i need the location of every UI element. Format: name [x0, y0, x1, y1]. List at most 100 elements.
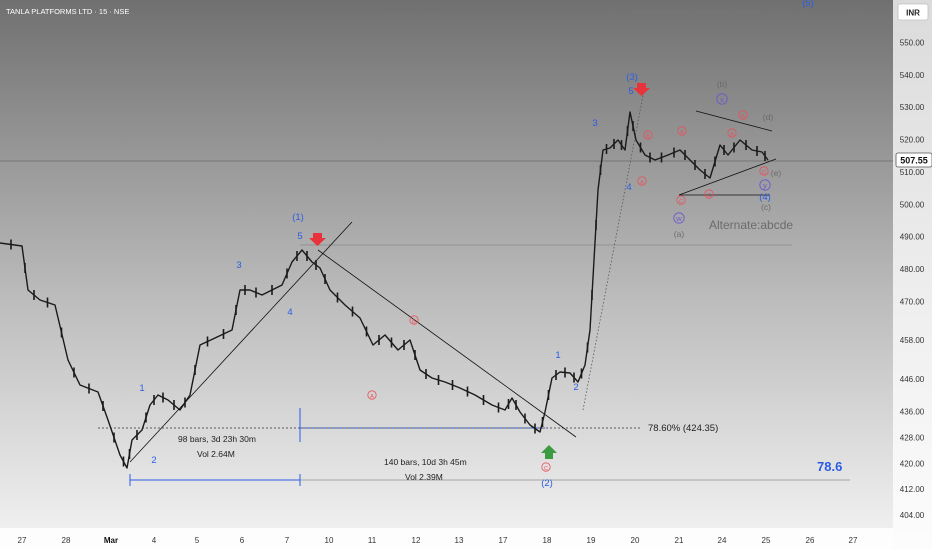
trendline-falling — [317, 249, 577, 438]
y-tick-label: 470.00 — [900, 297, 925, 306]
circled-wave-label: y — [763, 181, 767, 190]
wave-label: 4 — [626, 182, 631, 193]
chart-title: TANLA PLATFORMS LTD · 15 · NSE — [6, 7, 129, 16]
triangle-lower-line — [678, 158, 777, 196]
sub-wave-label: B — [412, 319, 416, 325]
wave-label: 3 — [236, 260, 241, 271]
last-price-tag: 507.55 — [895, 152, 932, 168]
x-tick-label: 27 — [18, 536, 27, 545]
x-tick-label: 25 — [762, 536, 771, 545]
wave-label: 5 — [628, 86, 633, 97]
wave-label: (4) — [759, 192, 771, 203]
wave-label: (2) — [541, 478, 553, 489]
axis-layer: 404.00 412.00 420.00 428.00 436.00 446.00 458.… — [18, 38, 925, 545]
y-tick-label: 420.00 — [900, 459, 925, 468]
sub-wave-label: C — [707, 193, 711, 199]
y-tick-label: 458.00 — [900, 336, 925, 345]
y-tick-label: 510.00 — [900, 168, 925, 177]
x-tick-label: 20 — [631, 536, 640, 545]
upper-channel-line — [295, 9, 863, 18]
wave-label: 4 — [287, 307, 292, 318]
x-tick-label: 28 — [62, 536, 71, 545]
measure-2-bars: 140 bars, 10d 3h 45m — [384, 457, 467, 467]
x-tick-label: 11 — [368, 536, 377, 545]
projection-dotted-line — [582, 84, 646, 411]
wave-label: 5 — [297, 231, 302, 242]
circled-wave-label: x — [720, 95, 724, 104]
time-axis-panel[interactable] — [0, 528, 893, 550]
y-tick-label: 404.00 — [900, 511, 925, 520]
sub-wave-circle — [738, 110, 748, 120]
drawing-layer — [98, 84, 777, 486]
wave-label: (1) — [292, 212, 304, 223]
x-tick-label: 21 — [675, 536, 684, 545]
x-tick-label: 10 — [325, 536, 334, 545]
price-axis-panel[interactable] — [893, 0, 932, 550]
sub-wave-label: A — [730, 132, 734, 138]
wave-label: (3) — [626, 72, 638, 83]
wave-label: 2 — [573, 382, 578, 393]
x-tick-label: 26 — [806, 536, 815, 545]
sub-wave-circle — [643, 130, 653, 140]
y-tick-label: 530.00 — [900, 103, 925, 112]
last-price-text: 507.55 — [900, 156, 928, 166]
measure-1-bars: 98 bars, 3d 23h 30m — [178, 434, 256, 444]
currency-label: INR — [906, 9, 920, 18]
down-arrow-marker — [309, 233, 326, 246]
price-series-line — [0, 111, 769, 469]
wave-label: (5) — [802, 0, 814, 9]
sub-wave-label: A — [640, 180, 644, 186]
sub-wave-circle — [637, 176, 647, 186]
y-tick-label: 480.00 — [900, 265, 925, 274]
currency-badge[interactable]: INR — [897, 3, 929, 21]
candles-layer — [0, 111, 769, 469]
alt-wave-label: (a) — [674, 229, 685, 239]
sub-wave-label: A — [680, 130, 684, 136]
y-tick-label: 550.00 — [900, 38, 925, 47]
sub-wave-label: C — [762, 170, 766, 176]
sub-wave-circle — [367, 390, 377, 400]
y-tick-label: 500.00 — [900, 200, 925, 209]
alt-wave-label: (d) — [763, 112, 774, 122]
x-tick-label: 4 — [152, 536, 157, 545]
sub-wave-label: B — [646, 134, 650, 140]
x-tick-label: 5 — [195, 536, 200, 545]
sub-wave-circle — [704, 189, 714, 199]
circled-wave-ring — [759, 179, 771, 191]
fib-right-label: 78.6 — [817, 459, 842, 474]
trendline-rising — [129, 221, 353, 463]
up-arrow-marker — [541, 445, 557, 459]
y-tick-label: 540.00 — [900, 71, 925, 80]
wave-label: 2 — [151, 455, 156, 466]
sub-wave-label: B — [741, 114, 745, 120]
alt-wave-label: (e) — [771, 168, 782, 178]
x-tick-label: 6 — [240, 536, 245, 545]
sub-wave-label: A — [370, 394, 374, 400]
sub-wave-circle — [409, 315, 419, 325]
x-tick-label: Mar — [104, 536, 118, 545]
y-tick-label: 436.00 — [900, 407, 925, 416]
y-tick-label: 428.00 — [900, 433, 925, 442]
y-tick-label: 412.00 — [900, 485, 925, 494]
down-arrow-marker — [633, 83, 650, 96]
circled-wave-ring — [716, 93, 728, 105]
y-tick-label: 446.00 — [900, 375, 925, 384]
alternate-label: Alternate:abcde — [709, 218, 793, 232]
y-tick-label: 520.00 — [900, 136, 925, 145]
sub-wave-circle — [541, 462, 551, 472]
y-tick-label: 490.00 — [900, 233, 925, 242]
measure-1-vol: Vol 2.64M — [197, 449, 235, 459]
measure-2-vol: Vol 2.39M — [405, 472, 443, 482]
x-tick-label: 17 — [499, 536, 508, 545]
alt-wave-label: (c) — [761, 202, 771, 212]
x-tick-label: 24 — [718, 536, 727, 545]
x-tick-label: 18 — [543, 536, 552, 545]
circled-wave-ring — [673, 212, 685, 224]
sub-wave-label: C — [544, 466, 548, 472]
sub-wave-label: C — [679, 199, 683, 205]
sub-wave-circle — [759, 166, 769, 176]
x-tick-label: 19 — [587, 536, 596, 545]
